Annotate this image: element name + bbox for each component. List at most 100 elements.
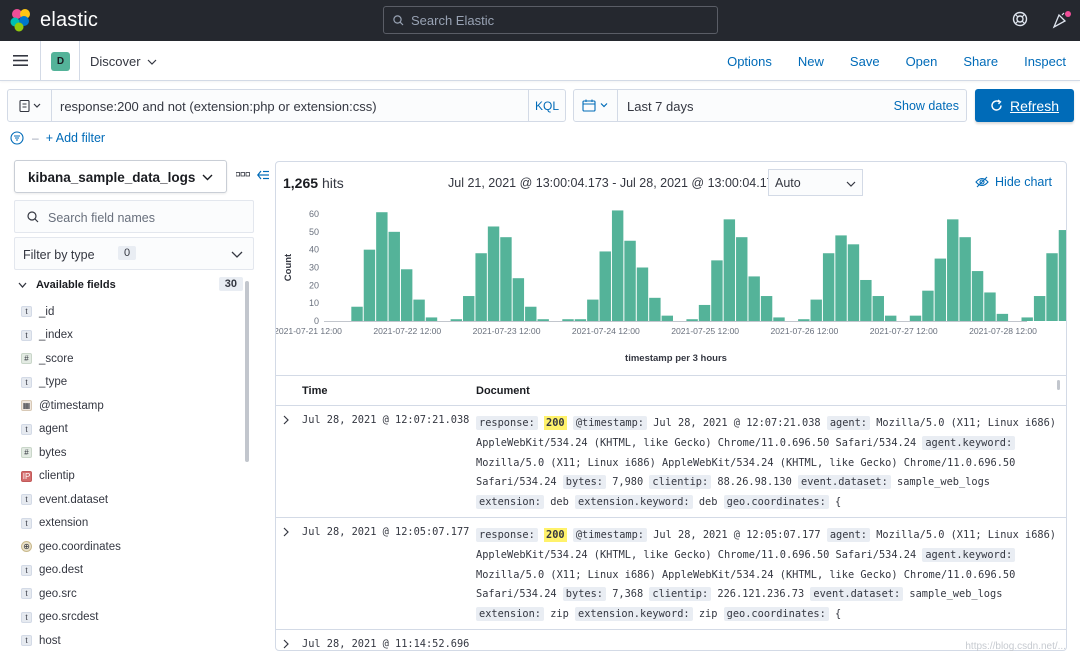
field-item[interactable]: ⊕ geo.coordinates (21, 535, 241, 559)
newsfeed-icon[interactable] (1052, 11, 1072, 29)
table-row[interactable]: Jul 28, 2021 @ 11:14:52.696 (276, 629, 1066, 650)
filter-by-type-label: Filter by type (23, 248, 95, 262)
space-avatar[interactable]: D (51, 52, 70, 71)
column-document-header[interactable]: Document (476, 385, 530, 397)
doc-field-key: extension.keyword: (575, 607, 693, 622)
time-range-label[interactable]: Last 7 days (627, 99, 694, 114)
histogram-bar (773, 317, 785, 321)
field-search-input[interactable]: Search field names (14, 200, 254, 233)
index-pattern-picker[interactable]: kibana_sample_data_logs (14, 160, 227, 193)
table-row[interactable]: Jul 28, 2021 @ 12:05:07.177 response: 200… (276, 517, 1066, 629)
doc-field-key: response: (476, 528, 538, 542)
field-name: host (39, 634, 61, 647)
chevron-right-icon[interactable] (282, 639, 290, 649)
histogram-bar (388, 231, 400, 321)
collapse-sidebar-icon[interactable] (257, 170, 270, 180)
field-item[interactable]: t host (21, 629, 241, 653)
elastic-logo[interactable]: elastic (10, 8, 98, 32)
available-fields-count: 30 (218, 277, 243, 291)
interval-select[interactable]: Auto (768, 169, 863, 196)
results-scrollbar[interactable] (1057, 380, 1060, 390)
field-item[interactable]: # _score (21, 347, 241, 371)
field-name: bytes (39, 446, 67, 459)
breadcrumb-discover: Discover (90, 54, 141, 69)
doc-field-value: Mozilla/5.0 (X11; Linux i686) AppleWebKi… (476, 529, 1056, 561)
field-search-placeholder: Search field names (48, 211, 156, 225)
doc-field-key: extension: (476, 495, 544, 510)
field-item[interactable]: t event.dataset (21, 488, 241, 512)
query-input[interactable]: response:200 and not (extension:php or e… (7, 89, 566, 122)
saved-query-button[interactable] (8, 90, 52, 121)
options-link[interactable]: Options (727, 54, 772, 69)
table-row[interactable]: Jul 28, 2021 @ 12:07:21.038 response: 200… (276, 405, 1066, 517)
histogram-bar (587, 299, 599, 321)
field-item[interactable]: t geo.dest (21, 559, 241, 583)
doc-field-value: deb (698, 496, 718, 509)
breadcrumb[interactable]: Discover (90, 54, 157, 69)
histogram-bar (909, 315, 922, 321)
histogram-bar (562, 319, 574, 321)
query-text: response:200 and not (extension:php or e… (60, 99, 377, 114)
sidebar-scrollbar[interactable] (245, 281, 249, 462)
field-item[interactable]: t agent (21, 418, 241, 442)
field-item[interactable]: ▦ @timestamp (21, 394, 241, 418)
doc-field-key: agent.keyword: (922, 435, 1016, 450)
quick-select-button[interactable] (574, 90, 618, 121)
y-tick-label: 0 (314, 316, 319, 326)
field-type-geo-icon: ⊕ (21, 541, 32, 553)
add-filter-button[interactable]: + Add filter (45, 131, 106, 145)
field-item[interactable]: t _index (21, 324, 241, 348)
chevron-down-icon (18, 282, 27, 288)
chevron-down-icon (231, 251, 243, 258)
doc-field-value: Mozilla/5.0 (X11; Linux i686) AppleWebKi… (476, 456, 1016, 489)
available-fields-header[interactable]: Available fields 30 (14, 277, 243, 294)
filter-by-type-button[interactable]: Filter by type 0 (14, 237, 254, 270)
elastic-logo-icon (10, 9, 30, 32)
y-tick-label: 20 (309, 280, 319, 290)
field-item[interactable]: t _type (21, 371, 241, 395)
menu-icon[interactable] (13, 54, 28, 67)
histogram-bar (760, 296, 773, 321)
field-item[interactable]: t _id (21, 300, 241, 324)
histogram-bar (450, 319, 463, 321)
y-tick-label: 40 (309, 245, 319, 255)
field-item[interactable]: t geo.src (21, 582, 241, 606)
field-item[interactable]: IP clientip (21, 465, 241, 489)
doc-field-key: geo.coordinates: (723, 495, 829, 510)
chevron-right-icon[interactable] (282, 527, 290, 537)
field-item[interactable]: t geo.srcdest (21, 606, 241, 630)
global-search-input[interactable]: Search Elastic (383, 6, 718, 34)
new-link[interactable]: New (797, 54, 824, 69)
doc-field-value: 7,980 (612, 476, 644, 489)
field-name: clientip (39, 470, 75, 483)
histogram-bar (947, 219, 959, 321)
histogram-bar (736, 237, 748, 321)
hits-count: 1,265 (283, 175, 319, 191)
top-nav-links: Options New Save Open Share Inspect (701, 54, 1066, 69)
open-link[interactable]: Open (905, 54, 938, 69)
histogram-chart[interactable]: 0 10 20 30 40 50 60 Count 2021-07-21 12:00 2021-0… (276, 202, 1067, 372)
table-header: Time Document (276, 375, 1066, 405)
share-link[interactable]: Share (963, 54, 999, 69)
field-name: _id (39, 305, 55, 318)
hide-chart-button[interactable]: Hide chart (975, 175, 1052, 189)
doc-field-key: clientip: (649, 475, 712, 490)
query-language-button[interactable]: KQL (528, 90, 565, 121)
help-icon[interactable] (1012, 11, 1028, 27)
histogram-bar (611, 210, 624, 321)
filter-options-icon[interactable] (10, 131, 24, 145)
histogram-bar (400, 269, 413, 321)
save-link[interactable]: Save (849, 54, 880, 69)
refresh-button[interactable]: Refresh (975, 89, 1074, 122)
date-picker[interactable]: Last 7 days Show dates (573, 89, 967, 122)
doc-field-key: agent: (826, 416, 871, 430)
column-time-header[interactable]: Time (302, 385, 328, 397)
field-item[interactable]: t extension (21, 512, 241, 536)
inspect-link[interactable]: Inspect (1024, 54, 1066, 69)
field-item[interactable]: # bytes (21, 441, 241, 465)
chevron-right-icon[interactable] (282, 415, 290, 425)
field-type-string-icon: t (21, 329, 32, 341)
chevron-down-icon (147, 59, 157, 65)
show-dates-link[interactable]: Show dates (893, 99, 959, 113)
index-actions-icon[interactable] (236, 172, 250, 177)
